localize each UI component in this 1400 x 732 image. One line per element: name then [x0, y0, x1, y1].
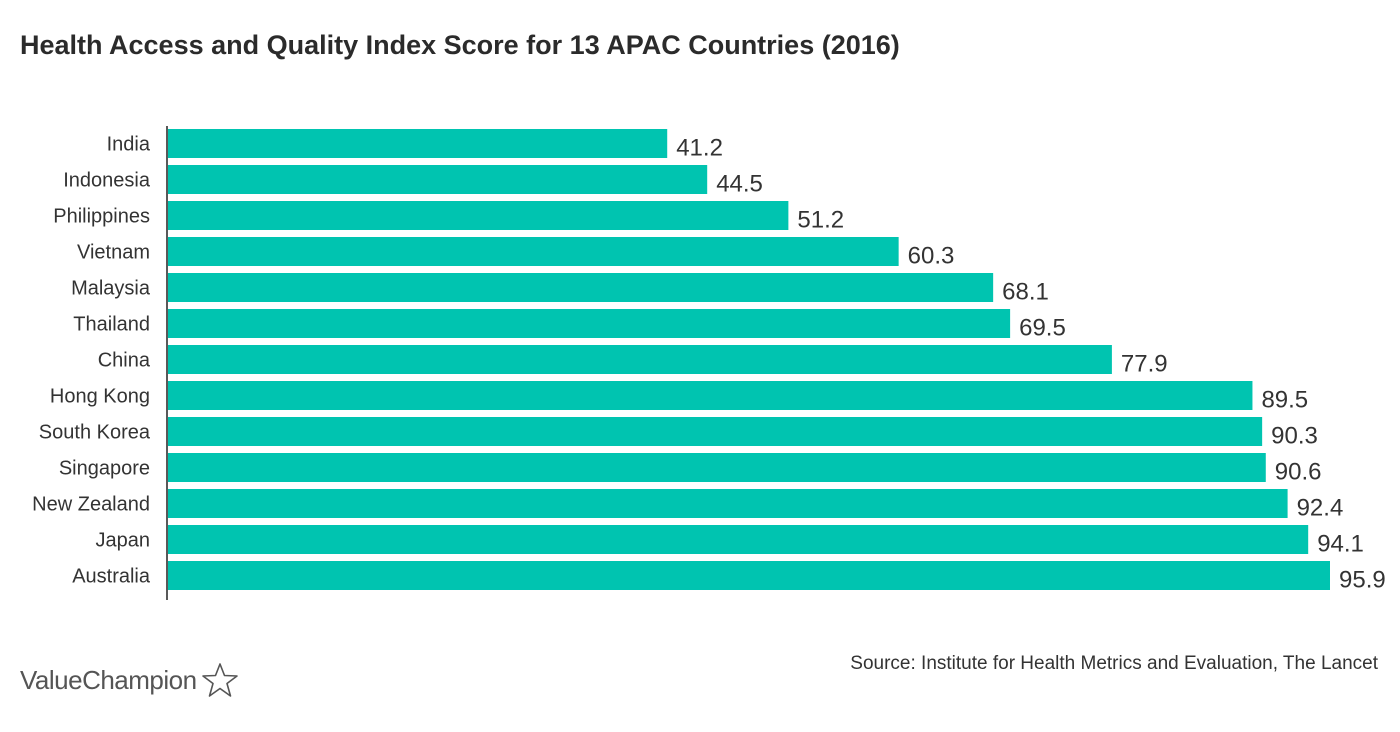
bar-hong-kong	[168, 381, 1253, 410]
bars-layer: India 41.2 Indonesia 44.5 Philippines 51.2 Vie…	[32, 129, 1386, 594]
value-label: 94.1	[1317, 531, 1364, 558]
bar-singapore	[168, 453, 1266, 482]
category-label: Japan	[96, 530, 151, 552]
star-outline-icon	[201, 663, 238, 697]
category-label: Thailand	[73, 314, 150, 336]
source-note: Source: Institute for Health Metrics and…	[850, 653, 1378, 674]
category-label: New Zealand	[32, 494, 150, 516]
category-label: Vietnam	[77, 242, 150, 264]
category-label: India	[107, 134, 151, 156]
category-label: South Korea	[39, 422, 151, 444]
bar-india	[168, 129, 668, 158]
brand-logo: ValueChampion	[20, 660, 239, 700]
category-label: Malaysia	[71, 278, 151, 300]
category-label: Singapore	[59, 458, 150, 480]
bar-china	[168, 345, 1112, 374]
value-label: 92.4	[1297, 495, 1344, 522]
category-label: Philippines	[53, 206, 150, 228]
value-label: 95.9	[1339, 567, 1386, 594]
bar-south-korea	[168, 417, 1263, 446]
category-label: Australia	[72, 566, 151, 588]
value-label: 44.5	[716, 171, 763, 198]
category-label: China	[98, 350, 151, 372]
bar-thailand	[168, 309, 1011, 338]
bar-new-zealand	[168, 489, 1288, 518]
value-label: 60.3	[908, 243, 955, 270]
value-label: 51.2	[797, 207, 844, 234]
bar-malaysia	[168, 273, 994, 302]
value-label: 77.9	[1121, 351, 1168, 378]
chart-title: Health Access and Quality Index Score fo…	[20, 30, 900, 60]
bar-japan	[168, 525, 1309, 554]
value-label: 90.3	[1271, 423, 1318, 450]
bar-australia	[168, 561, 1330, 590]
category-label: Indonesia	[63, 170, 151, 192]
category-label: Hong Kong	[50, 386, 150, 408]
value-label: 69.5	[1019, 315, 1066, 342]
value-label: 89.5	[1261, 387, 1308, 414]
value-label: 41.2	[676, 135, 723, 162]
bar-philippines	[168, 201, 789, 230]
value-label: 90.6	[1275, 459, 1322, 486]
bar-indonesia	[168, 165, 708, 194]
bar-vietnam	[168, 237, 899, 266]
brand-name: ValueChampion	[20, 664, 197, 695]
value-label: 68.1	[1002, 279, 1049, 306]
